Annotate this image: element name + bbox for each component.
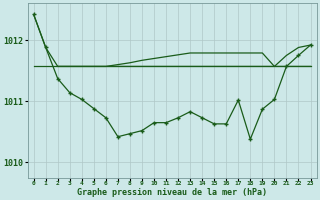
X-axis label: Graphe pression niveau de la mer (hPa): Graphe pression niveau de la mer (hPa) — [77, 188, 267, 197]
